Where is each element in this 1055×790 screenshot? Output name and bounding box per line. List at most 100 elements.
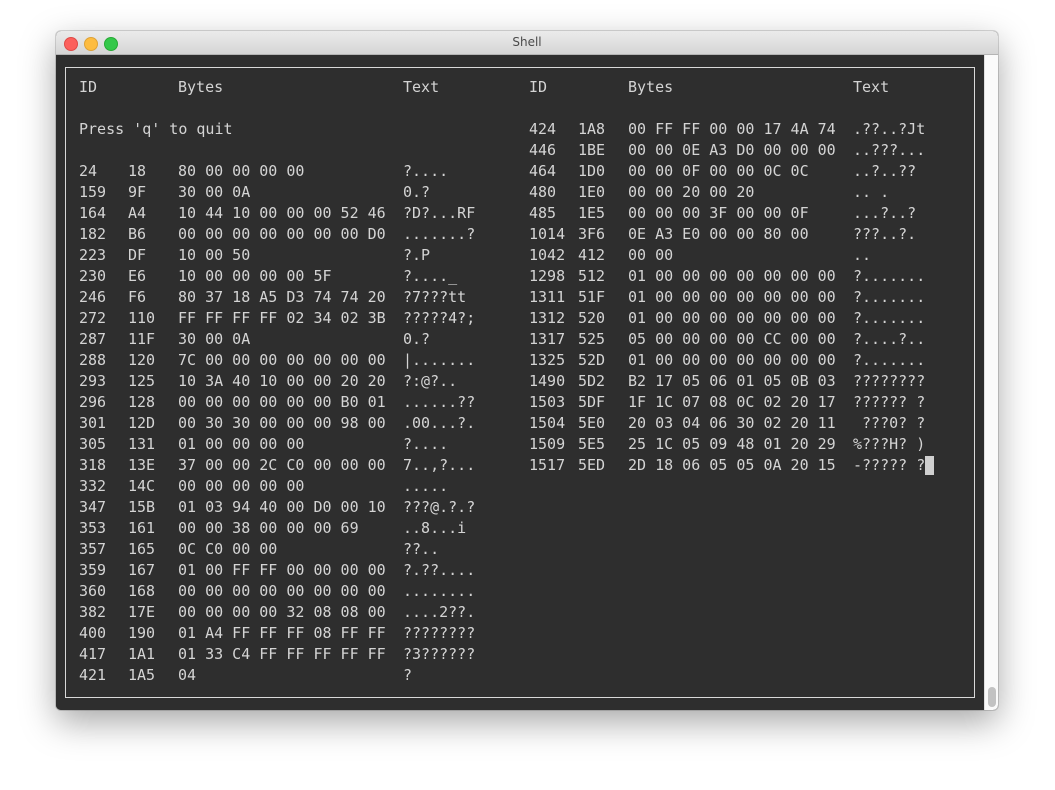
row-offset: 1D0 [578, 162, 606, 180]
row-text: .. [853, 246, 872, 264]
row-offset: 12D [128, 414, 156, 432]
row-id: 24 [79, 162, 98, 180]
row-offset: 17E [128, 603, 156, 621]
row-offset: 1E0 [578, 183, 606, 201]
row-text: ?D?...RF [403, 204, 476, 222]
title-bar: Shell [56, 31, 998, 55]
close-button[interactable] [64, 37, 78, 51]
row-offset: 15B [128, 498, 156, 516]
row-id: 287 [79, 330, 107, 348]
row-text: ..8...i [403, 519, 467, 537]
window-title: Shell [512, 35, 542, 49]
row-offset: 5D2 [578, 372, 606, 390]
row-bytes: 01 33 C4 FF FF FF FF FF [178, 645, 386, 663]
row-bytes: 7C 00 00 00 00 00 00 00 [178, 351, 386, 369]
row-offset: 1A8 [578, 120, 606, 138]
maximize-button[interactable] [104, 37, 118, 51]
row-text: ?.... [403, 435, 449, 453]
row-text: .00...?. [403, 414, 476, 432]
row-offset: E6 [128, 267, 147, 285]
row-id: 1490 [529, 372, 566, 390]
row-offset: 14C [128, 477, 156, 495]
row-id: 357 [79, 540, 107, 558]
row-offset: 131 [128, 435, 156, 453]
row-offset: 52D [578, 351, 606, 369]
row-id: 424 [529, 120, 557, 138]
row-id: 1509 [529, 435, 566, 453]
row-bytes: B2 17 05 06 01 05 0B 03 [628, 372, 836, 390]
row-offset: 5E0 [578, 414, 606, 432]
row-offset: 128 [128, 393, 156, 411]
row-id: 246 [79, 288, 107, 306]
row-offset: F6 [128, 288, 147, 306]
row-bytes: 00 00 00 00 00 00 00 D0 [178, 225, 386, 243]
row-text: |....... [403, 351, 476, 369]
row-text: .??..?Jt [853, 120, 926, 138]
row-text: ..... [403, 477, 449, 495]
row-text: .. . [853, 183, 890, 201]
row-text: ......?? [403, 393, 476, 411]
row-offset: 11F [128, 330, 156, 348]
row-id: 159 [79, 183, 107, 201]
row-bytes: 80 37 18 A5 D3 74 74 20 [178, 288, 386, 306]
row-text: ?....... [853, 309, 926, 327]
row-text: ???..?. [853, 225, 917, 243]
row-bytes: 00 00 00 00 32 08 08 00 [178, 603, 386, 621]
row-bytes: 01 00 00 00 00 00 00 00 [628, 288, 836, 306]
row-offset: 167 [128, 561, 156, 579]
header-text-left: Text [403, 78, 440, 96]
row-id: 296 [79, 393, 107, 411]
row-text: -????? ? [853, 456, 926, 474]
row-text: ?7???tt [403, 288, 467, 306]
row-offset: 5ED [578, 456, 606, 474]
header-bytes-left: Bytes [178, 78, 224, 96]
row-text: ?....... [853, 267, 926, 285]
row-id: 164 [79, 204, 107, 222]
header-text-right: Text [853, 78, 890, 96]
row-id: 1325 [529, 351, 566, 369]
scrollbar-thumb[interactable] [988, 687, 996, 707]
minimize-button[interactable] [84, 37, 98, 51]
row-offset: 412 [578, 246, 606, 264]
row-offset: 13E [128, 456, 156, 474]
row-offset: 5DF [578, 393, 606, 411]
row-id: 446 [529, 141, 557, 159]
row-text: ?.... [403, 162, 449, 180]
row-bytes: 10 00 50 [178, 246, 251, 264]
row-text: ?????4?; [403, 309, 476, 327]
row-bytes: 04 [178, 666, 197, 684]
row-id: 347 [79, 498, 107, 516]
row-text: ??.. [403, 540, 440, 558]
row-offset: 51F [578, 288, 606, 306]
row-offset: 5E5 [578, 435, 606, 453]
row-id: 480 [529, 183, 557, 201]
row-bytes: 00 00 0F 00 00 0C 0C [628, 162, 809, 180]
row-text: ....2??. [403, 603, 476, 621]
scrollbar[interactable] [984, 55, 998, 710]
row-bytes: 10 44 10 00 00 00 52 46 [178, 204, 386, 222]
row-bytes: 00 00 00 3F 00 00 0F [628, 204, 809, 222]
row-id: 305 [79, 435, 107, 453]
row-id: 400 [79, 624, 107, 642]
row-bytes: 01 00 00 00 00 [178, 435, 305, 453]
header-id-right: ID [529, 78, 548, 96]
terminal-area[interactable]: ID Bytes Text ID Bytes Text Press 'q' to… [56, 55, 984, 710]
row-text: .......? [403, 225, 476, 243]
row-offset: 512 [578, 267, 606, 285]
row-offset: 1A1 [128, 645, 156, 663]
row-offset: 161 [128, 519, 156, 537]
row-bytes: 01 00 00 00 00 00 00 00 [628, 309, 836, 327]
row-id: 1311 [529, 288, 566, 306]
row-text: ?.??.... [403, 561, 476, 579]
row-text: ?....... [853, 351, 926, 369]
row-id: 417 [79, 645, 107, 663]
row-text: ........ [403, 582, 476, 600]
row-bytes: 00 00 38 00 00 00 69 [178, 519, 359, 537]
row-bytes: 01 03 94 40 00 D0 00 10 [178, 498, 386, 516]
row-bytes: 00 00 [628, 246, 674, 264]
row-id: 1517 [529, 456, 566, 474]
row-bytes: FF FF FF FF 02 34 02 3B [178, 309, 386, 327]
row-text: ?....... [853, 288, 926, 306]
row-id: 293 [79, 372, 107, 390]
text-cursor [925, 456, 934, 475]
